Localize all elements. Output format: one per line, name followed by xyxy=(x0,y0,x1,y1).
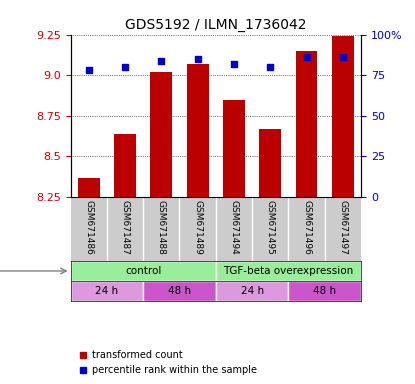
Point xyxy=(194,56,201,62)
Point xyxy=(231,61,237,67)
Point xyxy=(85,67,92,73)
Point xyxy=(158,58,165,64)
Point xyxy=(267,64,273,70)
Text: GSM671494: GSM671494 xyxy=(229,200,239,255)
FancyBboxPatch shape xyxy=(216,281,288,301)
Text: GSM671495: GSM671495 xyxy=(266,200,275,255)
FancyBboxPatch shape xyxy=(216,261,361,281)
Bar xyxy=(78,177,100,197)
Point xyxy=(303,54,310,60)
Title: GDS5192 / ILMN_1736042: GDS5192 / ILMN_1736042 xyxy=(125,18,307,32)
Point xyxy=(339,54,346,60)
FancyBboxPatch shape xyxy=(288,281,361,301)
Legend: transformed count, percentile rank within the sample: transformed count, percentile rank withi… xyxy=(76,346,261,379)
Text: 48 h: 48 h xyxy=(168,286,191,296)
Text: GSM671486: GSM671486 xyxy=(84,200,93,255)
FancyBboxPatch shape xyxy=(71,261,216,281)
Text: GSM671488: GSM671488 xyxy=(157,200,166,255)
Bar xyxy=(151,72,172,197)
Text: control: control xyxy=(125,266,161,276)
FancyBboxPatch shape xyxy=(71,281,143,301)
Point xyxy=(122,64,128,70)
Text: TGF-beta overexpression: TGF-beta overexpression xyxy=(223,266,354,276)
Bar xyxy=(295,51,317,197)
Text: 48 h: 48 h xyxy=(313,286,336,296)
Text: 24 h: 24 h xyxy=(95,286,118,296)
Text: 24 h: 24 h xyxy=(241,286,264,296)
Text: GSM671487: GSM671487 xyxy=(120,200,129,255)
Bar xyxy=(187,64,209,197)
Text: GSM671497: GSM671497 xyxy=(338,200,347,255)
FancyBboxPatch shape xyxy=(143,281,216,301)
Bar xyxy=(114,134,136,197)
Text: GSM671496: GSM671496 xyxy=(302,200,311,255)
Bar xyxy=(223,99,245,197)
Bar xyxy=(259,129,281,197)
Bar xyxy=(332,36,354,197)
Text: GSM671489: GSM671489 xyxy=(193,200,202,255)
